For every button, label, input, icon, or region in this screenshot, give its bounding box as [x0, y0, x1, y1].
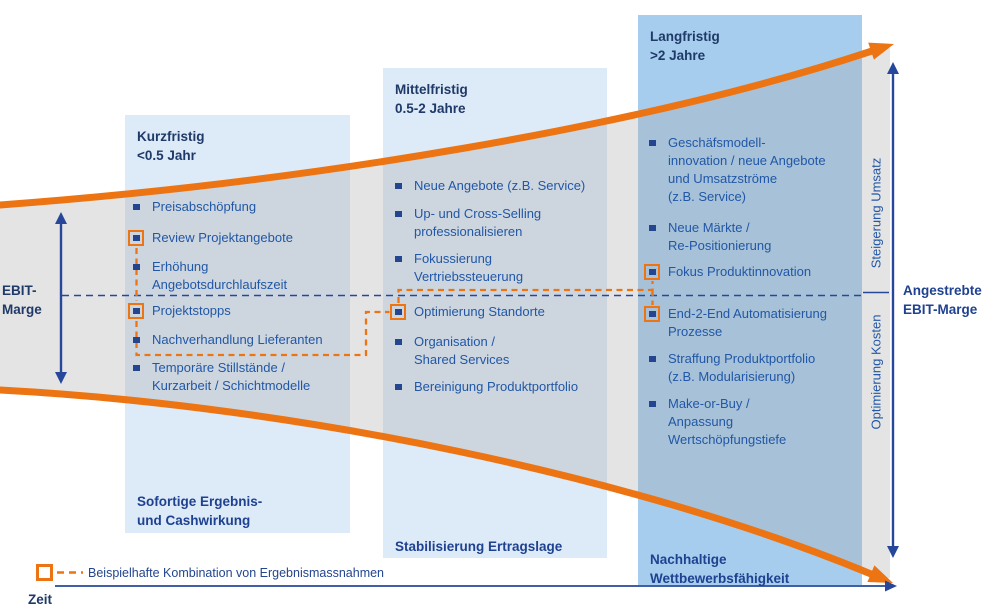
bullet-icon — [395, 177, 403, 195]
combination-marker-icon — [390, 303, 407, 320]
combination-marker-icon — [644, 263, 661, 280]
list-item: Review Projektangebote — [128, 229, 293, 247]
header-mittelfristig: Mittelfristig 0.5-2 Jahre — [395, 82, 468, 116]
time-axis-label: Zeit — [28, 592, 53, 607]
bullet-icon — [133, 258, 141, 294]
target-arrow-down-icon — [887, 546, 899, 558]
list-item: Straffung Produktportfolio (z.B. Modulari… — [649, 350, 815, 386]
cost-curve — [0, 386, 875, 578]
list-item: Neue Angebote (z.B. Service) — [395, 177, 585, 195]
ebit-arrow-down-icon — [55, 372, 67, 384]
bullet-icon — [133, 359, 141, 395]
bullet-icon — [649, 350, 657, 386]
bullet-icon — [644, 263, 661, 281]
list-item: Geschäfsmodell-innovation / neue Angebot… — [649, 134, 826, 206]
steigerung-umsatz-label: Steigerung Umsatz — [868, 157, 884, 269]
footer-mittelfristig: Stabilisierung Ertragslage — [395, 539, 563, 554]
column-langfristig — [638, 15, 862, 585]
list-item: Make-or-Buy / Anpassung Wertschöpfungstief… — [649, 395, 786, 449]
list-item: Bereinigung Produktportfolio — [395, 378, 578, 396]
bullet-icon — [390, 303, 407, 321]
bullet-icon — [395, 333, 403, 369]
time-axis-arrowhead-icon — [885, 580, 897, 592]
footer-langfristig: Nachhaltige Wettbewerbsfähigkeit — [650, 552, 790, 586]
legend-marker-icon — [36, 564, 53, 581]
list-item: Up- und Cross-Selling professionalisieren — [395, 205, 541, 241]
list-item: Erhöhung Angebotsdurchlaufszeit — [133, 258, 287, 294]
bullet-icon — [395, 205, 403, 241]
list-item: Organisation / Shared Services — [395, 333, 509, 369]
bullet-icon — [649, 219, 657, 255]
cost-arrowhead-icon — [867, 565, 893, 583]
revenue-curve — [0, 47, 876, 209]
list-item: Nachverhandlung Lieferanten — [133, 331, 323, 349]
bullet-icon — [649, 395, 657, 449]
optimierung-kosten-label: Optimierung Kosten — [868, 314, 884, 430]
bullet-icon — [133, 198, 141, 216]
list-item: Projektstopps — [128, 302, 231, 320]
bullet-icon — [128, 229, 145, 247]
legend-label: Beispielhafte Kombination von Ergebnisma… — [88, 566, 385, 580]
combination-marker-icon — [644, 305, 661, 322]
target-arrow-up-icon — [887, 62, 899, 74]
bullet-icon — [395, 378, 403, 396]
bullet-icon — [133, 331, 141, 349]
list-item: Neue Märkte / Re-Positionierung — [649, 219, 771, 255]
header-kurzfristig: Kurzfristig <0.5 Jahr — [137, 129, 205, 163]
list-item: Fokus Produktinnovation — [644, 263, 811, 281]
combination-marker-icon — [128, 229, 145, 246]
funnel-shape — [0, 48, 890, 579]
list-item: Optimierung Standorte — [390, 303, 545, 321]
header-langfristig: Langfristig >2 Jahre — [650, 29, 720, 63]
combination-dashed-path — [135, 248, 654, 357]
bullet-icon — [395, 250, 403, 286]
list-item: Fokussierung Vertriebssteuerung — [395, 250, 523, 286]
list-item: Preisabschöpfung — [133, 198, 256, 216]
combination-marker-icon — [128, 302, 145, 319]
bullet-icon — [128, 302, 145, 320]
list-item: End-2-End Automatisierung Prozesse — [644, 305, 827, 341]
bullet-icon — [649, 134, 657, 206]
ebit-arrow-up-icon — [55, 212, 67, 224]
footer-kurzfristig: Sofortige Ergebnis- und Cashwirkung — [137, 494, 263, 528]
list-item: Temporäre Stillstände / Kurzarbeit / Schi… — [133, 359, 310, 395]
ebit-marge-label: EBIT- Marge — [2, 283, 42, 317]
bullet-icon — [644, 305, 661, 341]
angestrebte-ebit-marge-label: Angestrebte EBIT-Marge — [903, 283, 982, 317]
revenue-arrowhead-icon — [868, 42, 894, 60]
